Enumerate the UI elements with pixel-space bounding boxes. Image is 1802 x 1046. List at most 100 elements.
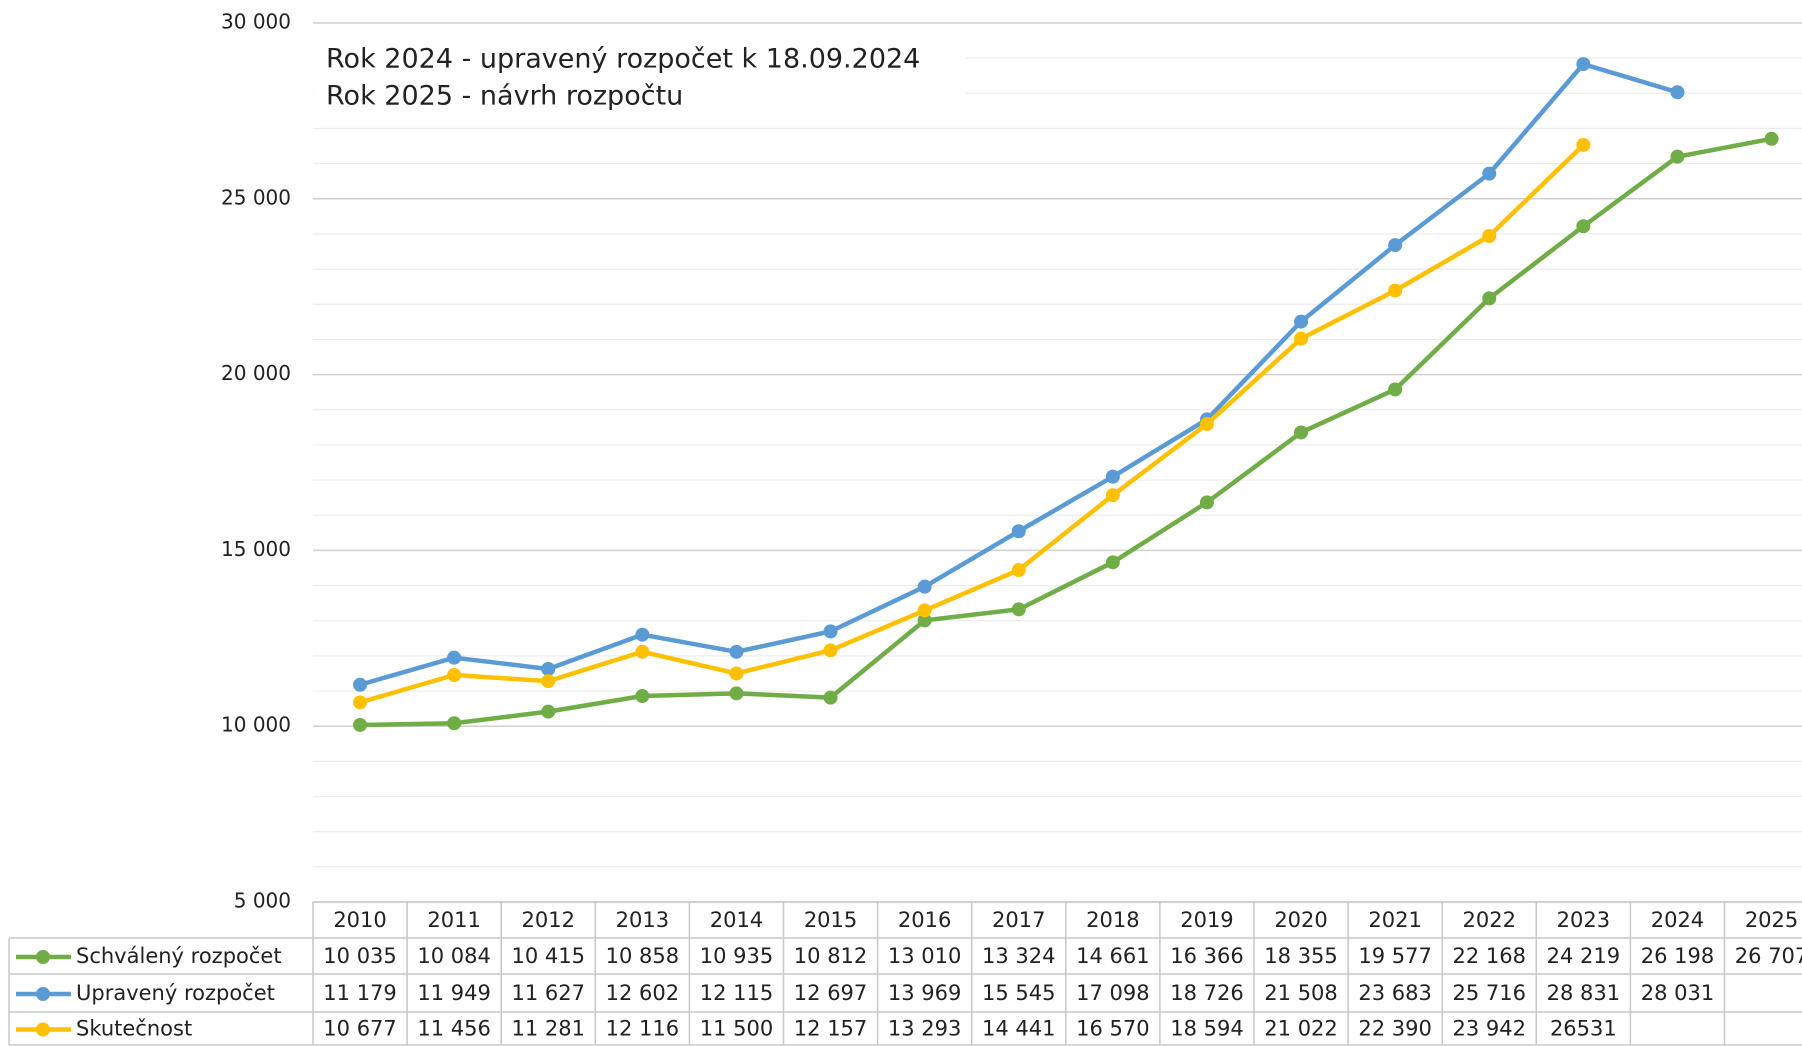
data-label: 21 022 xyxy=(1264,1017,1337,1041)
x-tick-label: 2016 xyxy=(898,908,951,932)
data-label: 13 293 xyxy=(888,1017,961,1041)
data-label: 13 969 xyxy=(888,981,961,1005)
x-tick-label: 2019 xyxy=(1180,908,1233,932)
point xyxy=(917,579,932,594)
point xyxy=(1576,137,1591,152)
point xyxy=(447,716,462,731)
data-label: 16 366 xyxy=(1170,944,1243,968)
y-tick-label: 10 000 xyxy=(221,713,291,737)
data-label: 18 726 xyxy=(1170,981,1243,1005)
point xyxy=(1764,131,1779,146)
x-tick-label: 2023 xyxy=(1557,908,1610,932)
point xyxy=(1670,149,1685,164)
point xyxy=(729,666,744,681)
x-tick-label: 2017 xyxy=(992,908,1045,932)
data-label: 11 281 xyxy=(512,1017,585,1041)
data-label: 18 355 xyxy=(1264,944,1337,968)
data-label: 10 084 xyxy=(417,944,490,968)
point xyxy=(1011,524,1026,539)
annotation-box xyxy=(314,34,966,126)
point xyxy=(447,668,462,683)
point xyxy=(1011,602,1026,617)
annotation: Rok 2025 - návrh rozpočtu xyxy=(326,81,683,112)
data-label: 26 198 xyxy=(1641,944,1714,968)
y-tick-label: 15 000 xyxy=(221,537,291,561)
point xyxy=(541,674,556,689)
data-label: 10 677 xyxy=(323,1017,396,1041)
data-label: 13 324 xyxy=(982,944,1055,968)
x-tick-label: 2018 xyxy=(1086,908,1139,932)
point xyxy=(1670,85,1685,100)
data-label: 11 627 xyxy=(512,981,585,1005)
point xyxy=(1105,555,1120,570)
data-label: 22 390 xyxy=(1358,1017,1431,1041)
data-label: 10 935 xyxy=(700,944,773,968)
point xyxy=(729,686,744,701)
data-label: 15 545 xyxy=(982,981,1055,1005)
point xyxy=(1482,166,1497,181)
point xyxy=(1199,495,1214,510)
point xyxy=(1105,469,1120,484)
point xyxy=(1576,219,1591,234)
data-label: 11 500 xyxy=(700,1017,773,1041)
series-line xyxy=(360,136,1772,728)
point xyxy=(353,695,368,710)
point xyxy=(635,689,650,704)
point xyxy=(917,603,932,618)
data-label: 11 456 xyxy=(417,1017,490,1041)
data-label: 16 570 xyxy=(1076,1017,1149,1041)
point xyxy=(541,661,556,676)
data-label: 18 594 xyxy=(1170,1017,1243,1041)
point xyxy=(1388,283,1403,298)
data-label: 28 031 xyxy=(1641,981,1714,1005)
data-label: 12 697 xyxy=(794,981,867,1005)
legend-label: Skutečnost xyxy=(76,1017,192,1041)
data-label: 25 716 xyxy=(1453,981,1526,1005)
point xyxy=(635,644,650,659)
data-label: 23 683 xyxy=(1358,981,1431,1005)
point xyxy=(1294,331,1309,346)
data-label: 19 577 xyxy=(1358,944,1431,968)
point xyxy=(635,627,650,642)
y-tick-label: 25 000 xyxy=(221,185,291,209)
point xyxy=(1482,291,1497,306)
point xyxy=(353,677,368,692)
point xyxy=(541,704,556,719)
data-label: 12 157 xyxy=(794,1017,867,1041)
data-label: 10 812 xyxy=(794,944,867,968)
y-tick-label: 30 000 xyxy=(221,10,291,34)
data-label: 26531 xyxy=(1550,1017,1617,1041)
legend-marker xyxy=(36,950,50,964)
point xyxy=(1576,57,1591,72)
x-tick-label: 2012 xyxy=(522,908,575,932)
point xyxy=(1011,563,1026,578)
y-tick-label: 20 000 xyxy=(221,361,291,385)
x-tick-label: 2022 xyxy=(1463,908,1516,932)
data-label: 11 949 xyxy=(417,981,490,1005)
x-tick-label: 2013 xyxy=(616,908,669,932)
data-label: 14 661 xyxy=(1076,944,1149,968)
point xyxy=(1294,314,1309,329)
point xyxy=(729,644,744,659)
x-tick-label: 2020 xyxy=(1274,908,1327,932)
annotation: Rok 2024 - upravený rozpočet k 18.09.202… xyxy=(326,44,920,75)
data-label: 10 415 xyxy=(512,944,585,968)
data-label: 14 441 xyxy=(982,1017,1055,1041)
data-label: 17 098 xyxy=(1076,981,1149,1005)
legend-label: Schválený rozpočet xyxy=(76,944,282,968)
x-tick-label: 2015 xyxy=(804,908,857,932)
x-tick-label: 2021 xyxy=(1368,908,1421,932)
data-label: 21 508 xyxy=(1264,981,1337,1005)
series-line xyxy=(359,143,1585,705)
data-label: 26 707 xyxy=(1735,944,1802,968)
x-tick-label: 2025 xyxy=(1745,908,1798,932)
point xyxy=(917,613,932,628)
data-label: 11 179 xyxy=(323,981,396,1005)
data-label: 22 168 xyxy=(1453,944,1526,968)
data-label: 12 116 xyxy=(606,1017,679,1041)
legend-marker xyxy=(36,1022,50,1037)
x-tick-label: 2010 xyxy=(333,908,386,932)
point xyxy=(1199,417,1214,432)
